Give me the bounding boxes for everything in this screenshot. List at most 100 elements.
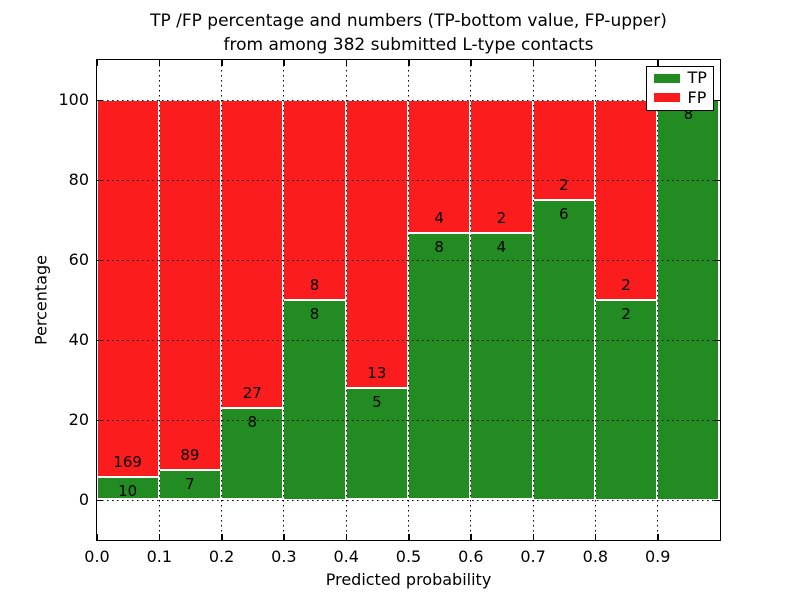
gridline-vertical bbox=[221, 59, 223, 540]
y-tick-mark-right bbox=[713, 259, 720, 261]
gridline-horizontal bbox=[96, 259, 720, 261]
x-tick-mark-top bbox=[221, 59, 223, 66]
bar-label-fp: 8 bbox=[309, 275, 320, 294]
legend-label-tp: TP bbox=[687, 68, 707, 88]
bar-label-tp: 4 bbox=[496, 237, 507, 256]
x-tick-label: 0.3 bbox=[271, 547, 297, 566]
bar-label-fp: 2 bbox=[621, 275, 631, 294]
x-tick-label: 0.7 bbox=[520, 547, 546, 566]
x-tick-mark-top bbox=[470, 59, 472, 66]
y-tick-label: 80 bbox=[68, 170, 89, 189]
gridline-vertical bbox=[594, 59, 596, 540]
y-tick-mark-right bbox=[713, 99, 720, 101]
bar-segment-tp bbox=[594, 299, 658, 500]
x-tick-label: 0.9 bbox=[644, 547, 671, 566]
legend-label-fp: FP bbox=[687, 87, 707, 107]
x-tick-mark bbox=[408, 533, 410, 540]
bar-label-tp: 8 bbox=[683, 104, 694, 123]
bar-label-tp: 10 bbox=[118, 482, 138, 501]
chart-title-line1: TP /FP percentage and numbers (TP-bottom… bbox=[150, 11, 667, 31]
gridline-vertical bbox=[283, 59, 285, 540]
bar-segment-fp bbox=[470, 99, 533, 233]
x-tick-mark-top bbox=[532, 59, 535, 66]
chart-title: TP /FP percentage and numbers (TP-bottom… bbox=[97, 9, 720, 57]
bar-segment-tp bbox=[532, 199, 595, 500]
bar-label-fp: 13 bbox=[367, 364, 387, 383]
bar-label-tp: 5 bbox=[372, 393, 382, 412]
x-tick-mark-top bbox=[283, 59, 285, 66]
y-tick-label: 60 bbox=[68, 250, 89, 269]
y-tick-mark-right bbox=[713, 339, 720, 341]
gridline-vertical bbox=[345, 59, 347, 540]
bar-segment-tp bbox=[158, 470, 222, 500]
y-tick-label: 20 bbox=[68, 410, 89, 429]
x-tick-mark-top bbox=[594, 59, 597, 66]
bar-label-tp: 8 bbox=[247, 413, 258, 432]
bar-segment-tp bbox=[345, 388, 408, 500]
plot-area: 169 10 89 7 27 8 8 8 13 5 4 8 2 4 2 6 2 2 8 TP FP bbox=[95, 58, 721, 541]
bar-label-tp: 8 bbox=[434, 237, 444, 256]
y-tick-mark-right bbox=[713, 499, 720, 501]
axis-ticks-layer bbox=[96, 59, 720, 540]
y-tick-label: 0 bbox=[78, 490, 89, 509]
gridline-vertical bbox=[532, 59, 534, 540]
x-tick-mark-top bbox=[158, 59, 161, 66]
y-tick-mark bbox=[96, 99, 103, 101]
bar-label-fp: 27 bbox=[242, 384, 262, 403]
y-tick-mark bbox=[96, 259, 103, 261]
x-tick-mark bbox=[594, 533, 597, 540]
x-tick-label: 0.6 bbox=[458, 547, 484, 566]
x-tick-label: 0.4 bbox=[333, 547, 359, 566]
gridlines-layer bbox=[96, 59, 720, 540]
bar-segment-fp bbox=[408, 99, 471, 233]
bar-label-fp: 4 bbox=[434, 208, 444, 227]
bar-segment-fp bbox=[532, 99, 595, 200]
bar-segment-tp bbox=[657, 99, 720, 500]
legend: TP FP bbox=[645, 65, 714, 111]
y-tick-mark bbox=[96, 419, 103, 421]
x-tick-label: 0.2 bbox=[208, 547, 235, 566]
y-tick-mark bbox=[96, 499, 103, 501]
x-tick-mark bbox=[158, 533, 161, 540]
bar-label-fp: 169 bbox=[113, 453, 142, 472]
bar-segment-tp bbox=[283, 299, 346, 500]
x-axis-label: Predicted probability bbox=[325, 570, 492, 589]
bar-segment-fp bbox=[158, 99, 222, 471]
gridline-vertical bbox=[158, 59, 160, 540]
x-tick-label: 0.5 bbox=[395, 547, 422, 566]
x-tick-mark-top bbox=[345, 59, 348, 66]
y-tick-mark-right bbox=[713, 179, 720, 181]
gridline-horizontal bbox=[96, 339, 720, 341]
legend-item: TP bbox=[653, 68, 713, 88]
legend-item: FP bbox=[653, 87, 713, 107]
bars-layer bbox=[96, 60, 720, 540]
x-tick-mark-top bbox=[408, 59, 410, 66]
y-tick-label: 40 bbox=[68, 330, 89, 349]
x-tick-mark bbox=[470, 533, 472, 540]
bar-label-tp: 2 bbox=[621, 304, 631, 323]
gridline-horizontal bbox=[96, 99, 720, 101]
bar-segment-fp bbox=[96, 99, 159, 478]
y-tick-mark bbox=[96, 179, 103, 181]
y-tick-mark bbox=[96, 339, 103, 341]
gridline-horizontal bbox=[96, 499, 720, 501]
bar-label-fp: 89 bbox=[180, 446, 200, 465]
y-tick-label: 100 bbox=[58, 90, 89, 109]
x-tick-mark-top bbox=[657, 59, 659, 66]
x-tick-mark-top bbox=[96, 59, 98, 66]
bar-label-fp: 2 bbox=[558, 175, 569, 194]
gridline-horizontal bbox=[96, 179, 720, 181]
gridline-vertical bbox=[470, 59, 472, 540]
x-tick-label: 0.0 bbox=[84, 547, 110, 566]
bar-label-tp: 8 bbox=[309, 304, 320, 323]
bar-label-tp: 7 bbox=[185, 475, 195, 494]
bar-label-fp: 2 bbox=[496, 208, 507, 227]
gridline-vertical bbox=[408, 59, 409, 540]
chart-title-line2: from among 382 submitted L-type contacts bbox=[223, 35, 594, 55]
x-tick-mark bbox=[532, 533, 535, 540]
y-tick-mark-right bbox=[713, 419, 720, 421]
x-tick-label: 0.8 bbox=[582, 547, 609, 566]
bar-label-tp: 6 bbox=[558, 204, 569, 223]
x-tick-mark bbox=[283, 533, 285, 540]
